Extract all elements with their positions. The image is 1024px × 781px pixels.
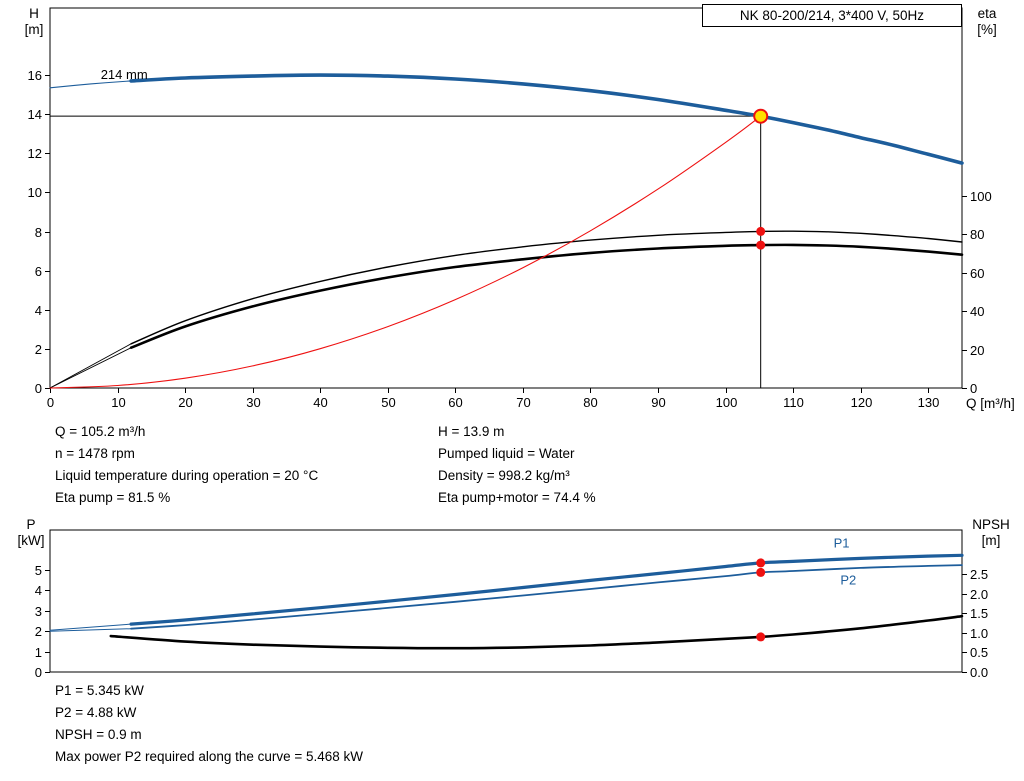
- x-tick-label: 80: [583, 395, 597, 410]
- y-right-tick-label: 60: [970, 266, 984, 281]
- liquid-temperature-text: Liquid temperature during operation = 20…: [55, 468, 319, 483]
- y-right-tick-label: 80: [970, 227, 984, 242]
- power-axis-title: P [kW]: [8, 517, 54, 549]
- pumped-liquid-text: Pumped liquid = Water: [438, 446, 575, 461]
- npsh-axis-unit: [m]: [981, 533, 1001, 548]
- y-left-tick-label: 4: [35, 303, 42, 318]
- npsh-axis-name: NPSH: [972, 517, 1010, 532]
- curve-label-p2: P2: [840, 572, 856, 587]
- y-right-tick-label: 0: [970, 381, 977, 396]
- eta-pump-motor-text: Eta pump+motor = 74.4 %: [438, 490, 596, 505]
- x-tick-label: 20: [178, 395, 192, 410]
- max-power-text: Max power P2 required along the curve = …: [55, 749, 364, 764]
- head-axis-title: H [m]: [14, 6, 54, 38]
- x-tick-label: 120: [851, 395, 873, 410]
- y-right-tick-label: 2.0: [970, 587, 988, 602]
- y-left-tick-label: 2: [35, 624, 42, 639]
- y-left-tick-label: 5: [35, 563, 42, 578]
- y-right-tick-label: 0.0: [970, 665, 988, 680]
- y-right-tick-label: 0.5: [970, 645, 988, 660]
- y-left-tick-label: 8: [35, 225, 42, 240]
- y-left-tick-label: 6: [35, 264, 42, 279]
- eta-axis-title: eta [%]: [964, 6, 1010, 38]
- series-system-curve: [49, 115, 762, 389]
- eta-pump-text: Eta pump = 81.5 %: [55, 490, 171, 505]
- x-tick-label: 90: [651, 395, 665, 410]
- eta-axis-name: eta: [977, 6, 997, 21]
- series-eta-pump-curve: [130, 230, 963, 345]
- duty-flow-text: Q = 105.2 m³/h: [55, 424, 146, 439]
- x-tick-label: 50: [381, 395, 395, 410]
- x-tick-label: 0: [47, 395, 54, 410]
- y-left-tick-label: 16: [28, 68, 42, 83]
- head-axis-unit: [m]: [24, 22, 44, 37]
- y-right-tick-label: 20: [970, 343, 984, 358]
- x-tick-label: 10: [111, 395, 125, 410]
- y-left-tick-label: 10: [28, 185, 42, 200]
- pump-model-title: NK 80-200/214, 3*400 V, 50Hz: [702, 4, 962, 27]
- series-pump-curve-214mm: [129, 73, 964, 165]
- p1-text: P1 = 5.345 kW: [55, 683, 144, 698]
- y-left-tick-label: 0: [35, 665, 42, 680]
- series-eta-pump-motor-curve: [129, 243, 964, 349]
- y-left-tick-label: 2: [35, 342, 42, 357]
- x-tick-label: 100: [716, 395, 738, 410]
- power-axis-name: P: [26, 517, 36, 532]
- y-right-tick-label: 1.0: [970, 626, 988, 641]
- power-info: P1 = 5.345 kW P2 = 4.88 kW NPSH = 0.9 m …: [55, 680, 363, 768]
- y-right-tick-label: 40: [970, 304, 984, 319]
- y-right-tick-label: 1.5: [970, 606, 988, 621]
- series-eta-pump-motor-lead: [49, 347, 132, 389]
- npsh-text: NPSH = 0.9 m: [55, 727, 142, 742]
- x-tick-label: 40: [313, 395, 327, 410]
- x-tick-label: 70: [516, 395, 530, 410]
- y-right-tick-label: 2.5: [970, 567, 988, 582]
- x-tick-label: 30: [246, 395, 260, 410]
- x-tick-label: 130: [918, 395, 940, 410]
- series-p1-curve: [129, 553, 964, 626]
- series-p2-curve: [130, 564, 963, 630]
- y-right-tick-label: 100: [970, 189, 992, 204]
- curve-label-p1: P1: [834, 536, 850, 551]
- y-left-tick-label: 14: [28, 107, 42, 122]
- curve-label-214-mm: 214 mm: [101, 67, 148, 82]
- p1-dot: [756, 558, 766, 568]
- power-axis-unit: [kW]: [17, 533, 45, 548]
- series-pump-curve-lead: [49, 80, 132, 89]
- x-tick-label: 60: [448, 395, 462, 410]
- y-left-tick-label: 4: [35, 583, 42, 598]
- eta-pump-dot: [756, 226, 766, 236]
- y-left-tick-label: 0: [35, 381, 42, 396]
- y-left-tick-label: 12: [28, 146, 42, 161]
- y-left-tick-label: 3: [35, 604, 42, 619]
- p2-dot: [756, 567, 766, 577]
- duty-info-right: H = 13.9 m Pumped liquid = Water Density…: [438, 421, 596, 509]
- p2-text: P2 = 4.88 kW: [55, 705, 137, 720]
- duty-point: [753, 108, 769, 124]
- eta-pump-motor-dot: [756, 240, 766, 250]
- npsh-dot: [756, 632, 766, 642]
- series-eta-pump-lead: [49, 343, 132, 389]
- x-tick-label: 110: [783, 395, 804, 410]
- head-plot-frame: [49, 7, 963, 389]
- series-p2-lead: [49, 628, 132, 632]
- flow-axis-title: Q [m³/h]: [966, 396, 1015, 411]
- duty-head-text: H = 13.9 m: [438, 424, 505, 439]
- npsh-axis-title: NPSH [m]: [962, 517, 1020, 549]
- head-axis-name: H: [29, 6, 39, 21]
- series-npsh-curve: [109, 614, 964, 650]
- series-p1-lead: [49, 623, 132, 631]
- duty-info-left: Q = 105.2 m³/h n = 1478 rpm Liquid tempe…: [55, 421, 318, 509]
- eta-axis-unit: [%]: [977, 22, 997, 37]
- y-left-tick-label: 1: [35, 645, 42, 660]
- speed-text: n = 1478 rpm: [55, 446, 135, 461]
- power-plot-frame: [49, 529, 963, 673]
- density-text: Density = 998.2 kg/m³: [438, 468, 570, 483]
